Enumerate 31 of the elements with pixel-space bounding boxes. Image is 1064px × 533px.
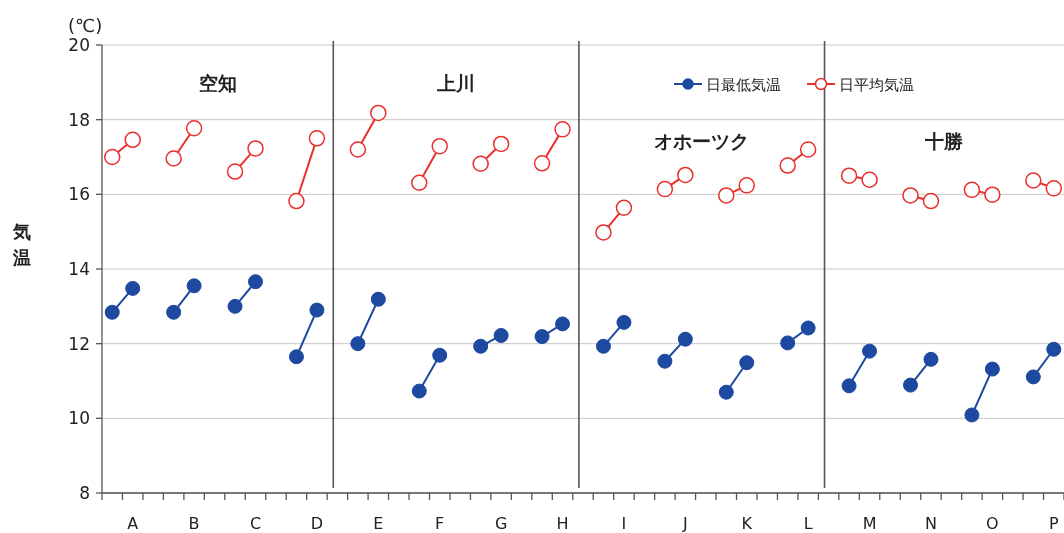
- y-tick-label: 16: [68, 184, 90, 205]
- y-tick-label: 8: [79, 483, 90, 503]
- annotation: 十勝: [924, 130, 965, 152]
- legend-label: 日最低気温: [706, 76, 781, 94]
- y-tick-label: 12: [68, 333, 90, 354]
- x-tick-label: E: [373, 514, 384, 533]
- x-tick-label: F: [435, 514, 445, 533]
- x-tick-label: H: [556, 514, 569, 533]
- x-tick-label: K: [741, 514, 753, 533]
- annotation: 上川: [436, 72, 476, 94]
- x-tick-label: B: [188, 514, 200, 533]
- x-tick-label: O: [986, 514, 999, 533]
- y-tick-label: 18: [68, 109, 90, 130]
- legend-label: 日平均気温: [839, 76, 914, 94]
- text: (℃): [68, 15, 103, 36]
- annotation: オホーツク: [654, 130, 750, 152]
- x-tick-label: N: [924, 514, 937, 533]
- x-tick-label: J: [681, 514, 688, 533]
- y-axis-title: 気温: [12, 221, 31, 268]
- x-tick-label: C: [249, 514, 262, 533]
- x-tick-label: A: [127, 514, 139, 533]
- y-tick-label: 20: [68, 35, 90, 55]
- x-tick-label: L: [803, 514, 813, 533]
- y-tick-label: 14: [68, 259, 90, 279]
- annotation: 空知: [198, 72, 237, 94]
- x-tick-label: D: [310, 514, 324, 533]
- x-tick-label: I: [621, 514, 627, 533]
- y-tick-label: 10: [68, 408, 90, 429]
- x-tick-label: G: [494, 514, 508, 533]
- x-tick-label: M: [862, 514, 877, 533]
- x-tick-label: P: [1048, 514, 1059, 533]
